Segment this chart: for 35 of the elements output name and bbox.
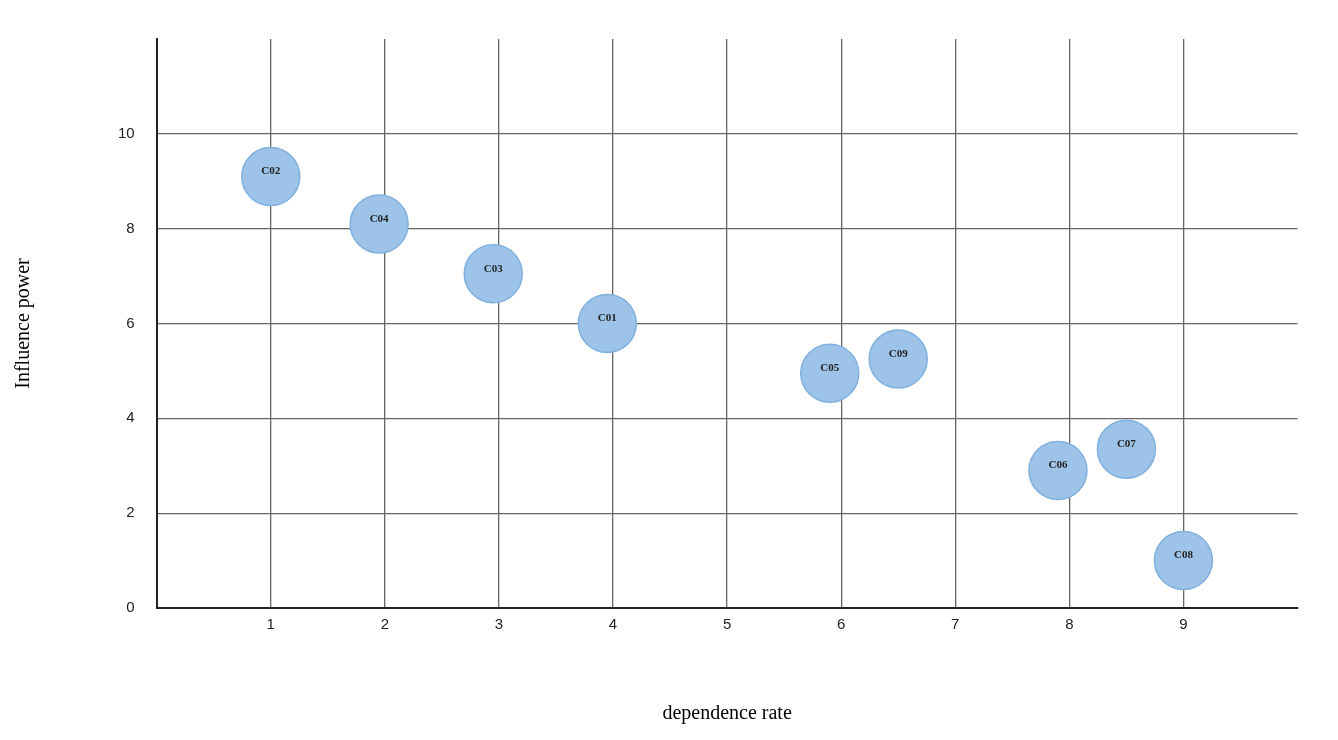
annotation: C02 xyxy=(261,164,281,177)
annotation: C03 xyxy=(483,261,504,274)
annotation: C06 xyxy=(1048,458,1068,471)
y-tick-label: 2 xyxy=(126,503,135,521)
point xyxy=(800,343,860,404)
point xyxy=(463,243,523,304)
x-tick-label: 6 xyxy=(837,615,846,633)
y-tick-label: 4 xyxy=(126,408,135,426)
x-tick-label: 2 xyxy=(380,615,390,633)
point xyxy=(1028,440,1088,501)
annotation: C08 xyxy=(1173,548,1194,561)
x-tick-label: 3 xyxy=(494,615,504,633)
point xyxy=(577,293,638,354)
x-tick-label: 7 xyxy=(951,615,960,633)
annotation: C04 xyxy=(369,211,390,224)
point xyxy=(868,329,928,389)
x-axis-title: dependence rate xyxy=(662,701,792,725)
annotation: C01 xyxy=(597,311,617,324)
annotation: C09 xyxy=(888,346,909,359)
x-tick-label: 1 xyxy=(266,615,275,633)
y-axis-title: Influence power xyxy=(11,257,35,389)
annotation: C05 xyxy=(820,361,840,374)
x-tick-label: 5 xyxy=(722,615,732,633)
y-tick-label: 0 xyxy=(126,598,135,616)
x-tick-label: 8 xyxy=(1065,615,1074,633)
point xyxy=(241,146,301,207)
point xyxy=(349,194,409,254)
point xyxy=(1153,530,1214,591)
point xyxy=(1096,419,1157,479)
annotation: C07 xyxy=(1116,437,1137,449)
y-tick-label: 8 xyxy=(126,218,135,236)
x-tick-label: 9 xyxy=(1179,615,1188,633)
x-tick-label: 4 xyxy=(608,615,618,633)
y-tick-label: 6 xyxy=(126,313,135,331)
y-tick-label: 10 xyxy=(118,123,135,141)
